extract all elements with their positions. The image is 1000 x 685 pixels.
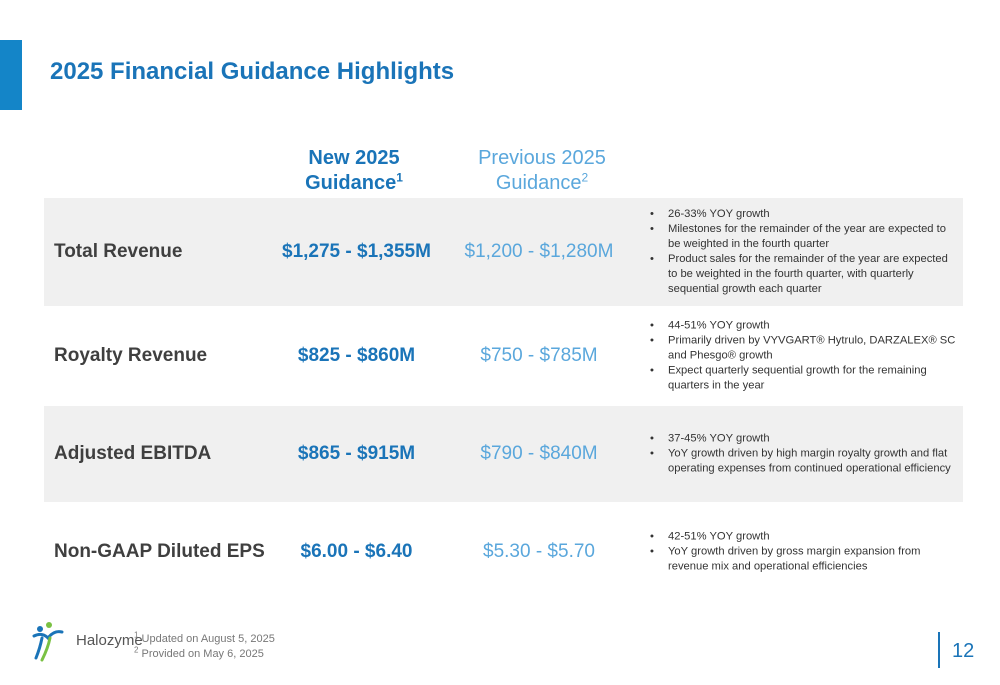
logo-wordmark: Halozyme: [76, 632, 143, 649]
footnote-1: 1 Updated on August 5, 2025: [134, 630, 275, 647]
page-number-divider: [938, 632, 940, 668]
company-logo: Halozyme: [28, 620, 143, 666]
footnote-mark-2: 2: [581, 170, 589, 185]
title-accent-bar: [0, 40, 22, 110]
bullet-item: YoY growth driven by gross margin expans…: [646, 545, 958, 575]
previous-guidance-value: $5.30 - $5.70: [483, 541, 595, 562]
column-header-previous-line2: Guidance: [495, 172, 582, 194]
halozyme-figure-icon: [32, 622, 64, 662]
footnote-mark-1: 1: [396, 170, 403, 185]
footnote-marker: 1: [134, 630, 139, 640]
bullet-item: YoY growth driven by high margin royalty…: [646, 447, 958, 477]
table-row-total-revenue: Total Revenue $1,275 - $1,355M $1,200 - …: [44, 198, 963, 306]
bullet-list: 26-33% YOY growth Milestones for the rem…: [646, 207, 958, 297]
row-label: Adjusted EBITDA: [54, 443, 212, 464]
table-row-non-gaap-diluted-eps: Non-GAAP Diluted EPS $6.00 - $6.40 $5.30…: [44, 502, 963, 602]
column-header-new-line1: New 2025: [308, 147, 400, 169]
bullet-list: 42-51% YOY growth YoY growth driven by g…: [646, 530, 958, 575]
table-row-adjusted-ebitda: Adjusted EBITDA $865 - $915M $790 - $840…: [44, 406, 963, 502]
column-header-new-line2: Guidance: [305, 172, 397, 194]
bullet-item: Product sales for the remainder of the y…: [646, 252, 958, 297]
new-guidance-value: $825 - $860M: [297, 345, 416, 366]
footnote-marker: 2: [134, 645, 139, 655]
footnote-text: Provided on May 6, 2025: [141, 648, 264, 660]
bullet-list: 44-51% YOY growth Primarily driven by VY…: [646, 319, 958, 394]
row-label: Total Revenue: [54, 241, 183, 262]
footnote-2: 2 Provided on May 6, 2025: [134, 645, 275, 662]
previous-guidance-value: $1,200 - $1,280M: [464, 241, 614, 262]
bullet-list: 37-45% YOY growth YoY growth driven by h…: [646, 432, 958, 477]
new-guidance-value: $6.00 - $6.40: [300, 541, 413, 562]
new-guidance-value: $865 - $915M: [297, 443, 416, 464]
row-label: Non-GAAP Diluted EPS: [54, 541, 265, 562]
column-header-new-guidance: New 2025 Guidance1: [254, 146, 454, 196]
bullet-item: 42-51% YOY growth: [646, 530, 958, 545]
bullet-item: 44-51% YOY growth: [646, 319, 958, 334]
bullet-item: 37-45% YOY growth: [646, 432, 958, 447]
column-header-previous-guidance: Previous 2025 Guidance2: [442, 146, 642, 196]
bullet-item: 26-33% YOY growth: [646, 207, 958, 222]
bullet-item: Primarily driven by VYVGART® Hytrulo, DA…: [646, 334, 958, 364]
bullet-item: Milestones for the remainder of the year…: [646, 222, 958, 252]
column-header-previous-line1: Previous 2025: [478, 147, 606, 169]
footnotes: 1 Updated on August 5, 2025 2 Provided o…: [134, 630, 275, 662]
previous-guidance-value: $750 - $785M: [480, 345, 598, 366]
new-guidance-value: $1,275 - $1,355M: [282, 241, 431, 262]
row-label: Royalty Revenue: [54, 345, 208, 366]
table-row-royalty-revenue: Royalty Revenue $825 - $860M $750 - $785…: [44, 306, 963, 406]
page-title: 2025 Financial Guidance Highlights: [50, 58, 455, 85]
footnote-text: Updated on August 5, 2025: [141, 633, 275, 645]
page-number: 12: [952, 640, 975, 662]
previous-guidance-value: $790 - $840M: [480, 443, 598, 464]
bullet-item: Expect quarterly sequential growth for t…: [646, 364, 958, 394]
